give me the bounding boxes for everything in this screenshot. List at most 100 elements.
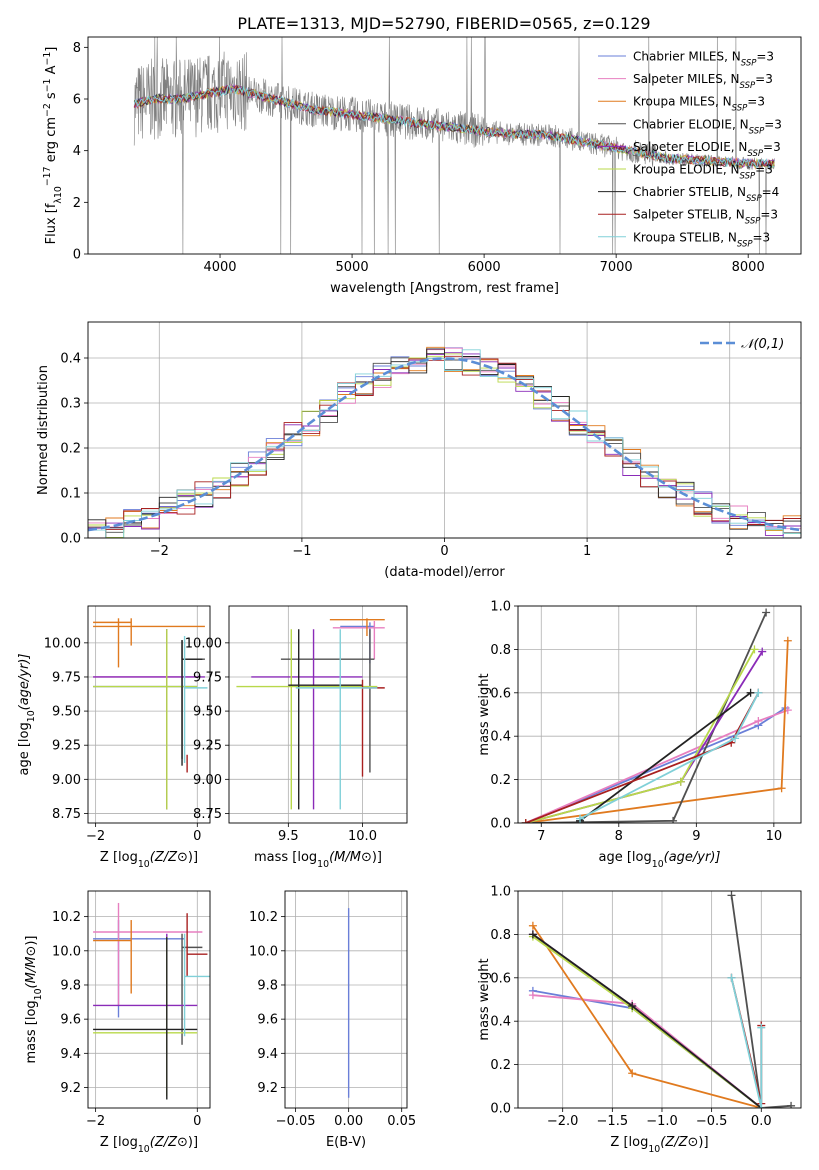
age-vs-Z-ytick-label: 8.75 [52,807,81,822]
weight-vs-age-xtick-label: 8 [615,829,623,844]
mass-vs-Z-ytick-label: 10.2 [52,910,81,925]
residuals-ytick-label: 0.4 [60,352,81,367]
residuals-ytick-label: 0.1 [60,487,81,502]
legend-entry: Chabrier ELODIE, NSSP=3 [633,117,782,136]
errorbar-point [186,913,208,977]
spectrum-xtick-label: 7000 [600,260,633,275]
age-vs-mass-xtick-label: 10.0 [348,829,377,844]
weight-marker [576,814,585,823]
weight-series-line [532,935,762,1108]
weight-vs-age-ytick-label: 0.6 [490,686,511,701]
legend-entry: 𝒩(0,1) [741,337,784,352]
weight-marker [528,921,537,930]
errorbar-point [361,679,385,777]
mass-vs-EBV-ytick-label: 9.6 [257,1013,278,1028]
mass-vs-Z-frame [87,890,211,1109]
age-vs-mass-plot-area [236,618,385,810]
spectrum-frame [87,36,802,255]
spectrum-legend: Chabrier MILES, NSSP=3 Salpeter MILES, NS… [598,50,782,249]
mass-vs-Z-ylabel: mass [log10(M/M⊙)] [24,935,44,1063]
mass-vs-Z-grid [88,891,210,1108]
weight-series-line [730,895,792,1108]
legend-entry: Kroupa STELIB, NSSP=3 [633,230,770,249]
age-vs-Z-ytick-label: 9.50 [52,705,81,720]
errorbar-point [295,629,378,810]
weight-marker [528,991,537,1000]
panel-mass-vs-EBV: −0.05 0.00 0.05 9.2 9.4 9.6 9.8 10.0 10.2 E(B-V) [249,890,416,1150]
panel-spectrum: 4000 5000 6000 7000 8000 0 2 4 6 8 wavelength [Ang… [42,36,802,296]
weight-series [576,688,755,823]
weight-series [576,688,763,823]
weight-marker [750,645,759,654]
residuals-xtick-label: −2 [150,544,169,559]
residual-histogram [88,349,801,538]
spectrum-ytick-label: 8 [73,41,81,56]
panel-age-vs-mass: 9.5 10.0 8.75 9.00 9.25 9.50 9.75 10.00 mass [lo… [185,605,408,870]
spectrum-xlabel: wavelength [Angstrom, rest frame] [330,281,559,296]
weight-vs-age-grid [518,605,801,824]
age-vs-Z-ytick-label: 9.00 [52,773,81,788]
mass-vs-Z-xtick-label: 0 [193,1114,201,1129]
weight-series [528,932,766,1108]
mass-vs-Z-ytick-label: 10.0 [52,944,81,959]
weight-series-line [532,989,762,1108]
residuals-ytick-label: 0.2 [60,442,81,457]
weight-marker [783,636,792,645]
weight-vs-age-xtick-label: 10 [766,829,783,844]
spectrum-xtick-label: 8000 [732,260,765,275]
weight-vs-age-frame [517,605,802,824]
age-vs-mass-ytick-label: 9.50 [193,705,222,720]
weight-series-line [525,651,763,823]
weight-vs-Z-plot-area [528,891,796,1108]
age-vs-Z-plot-area [93,618,208,810]
age-vs-Z-ytick-label: 10.00 [44,636,81,651]
weight-marker [777,784,786,793]
mass-vs-Z-ytick-label: 9.2 [60,1081,81,1096]
weight-marker [757,1104,766,1108]
spectrum-xtick-label: 6000 [468,260,501,275]
weight-vs-age-xtick-label: 7 [537,829,545,844]
weight-vs-Z-ytick-label: 0.8 [490,928,511,943]
errorbar-point [93,902,203,1006]
weight-marker [754,688,763,697]
age-vs-mass-ytick-label: 9.25 [193,739,222,754]
residuals-ylabel: Normed distribution [36,365,51,495]
weight-series [521,636,792,823]
weight-vs-age-xlabel: age [log10(age/yr)] [599,850,721,870]
residuals-frame [87,321,802,539]
errorbar-point [181,640,203,766]
residuals-xtick-label: 1 [583,544,591,559]
panel-age-vs-Z: −2 0 8.75 9.00 9.25 9.50 9.75 10.00 Z [log10(Z/Z… [17,605,211,870]
weight-vs-age-xtick-label: 9 [692,829,700,844]
age-vs-Z-xtick-label: −2 [86,829,105,844]
weight-series-line [525,640,789,823]
weight-vs-Z-frame [517,890,802,1109]
age-vs-Z-frame [87,605,211,824]
weight-vs-age-ytick-label: 0.4 [490,730,511,745]
weight-vs-Z-ytick-label: 0.6 [490,971,511,986]
errorbar-point [93,629,205,810]
weight-marker [669,816,678,823]
weight-marker [628,1069,637,1078]
weight-series-line [730,977,763,1108]
weight-marker [731,734,740,743]
weight-vs-age-ylabel: mass weight [477,673,492,755]
model-spectrum-line [133,84,775,170]
weight-series [727,973,766,1108]
weight-series-line [579,692,752,822]
errorbar-point [288,629,363,810]
legend-entry: Kroupa ELODIE, NSSP=3 [633,163,773,182]
errorbar-point [93,618,132,646]
spectrum-xtick-label: 4000 [203,260,236,275]
weight-marker [628,1002,637,1011]
age-vs-mass-ytick-label: 8.75 [193,807,222,822]
figure-title: PLATE=1313, MJD=52790, FIBERID=0565, z=0… [237,14,650,33]
panel-residuals: −2 −1 0 1 2 0.0 0.1 0.2 0.3 0.4 (data-model)/error… [36,321,802,580]
mass-vs-Z-plot-area [93,902,210,1100]
weight-vs-Z-xtick-label: −1.5 [597,1114,629,1129]
age-vs-Z-xlabel: Z [log10(Z/Z⊙)] [100,850,198,870]
weight-vs-age-ytick-label: 1.0 [490,600,511,615]
errorbar-point [93,937,198,1100]
residuals-ytick-label: 0.0 [60,532,81,547]
